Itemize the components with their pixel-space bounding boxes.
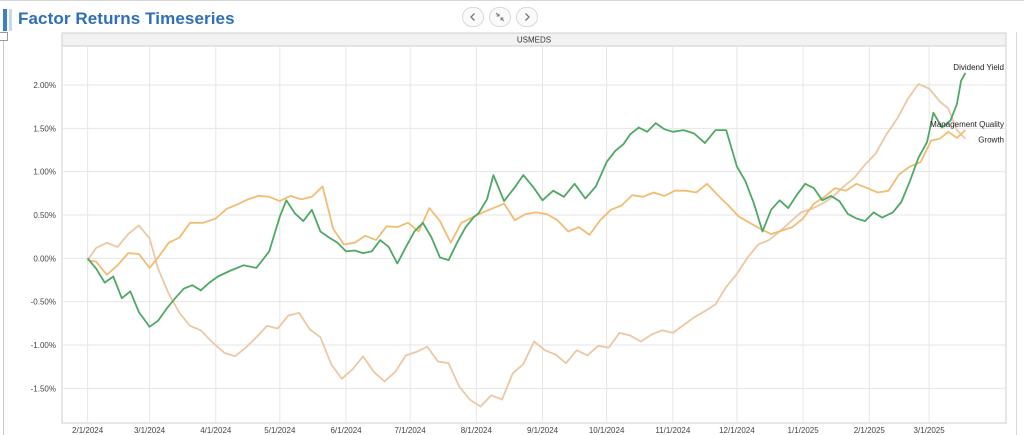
chevron-left-icon (470, 13, 475, 21)
chevron-right-icon (525, 13, 530, 21)
title-accent-bar-light (9, 9, 12, 31)
next-button[interactable] (516, 7, 538, 27)
page-title: Factor Returns Timeseries (18, 9, 235, 28)
plot-area (61, 32, 1007, 424)
x-tick-label: 5/1/2024 (264, 426, 296, 435)
prev-button[interactable] (462, 7, 484, 27)
series-line-management-quality (87, 129, 967, 276)
y-tick-label: -1.50% (31, 384, 56, 393)
right-divider (1016, 32, 1017, 435)
x-tick-label: 2/1/2024 (72, 426, 104, 435)
chart-title: USMEDS (517, 36, 551, 45)
y-tick-label: -0.50% (31, 298, 56, 307)
series-label-dividend-yield: Dividend Yield (953, 63, 1004, 72)
x-tick-label: 11/1/2024 (655, 426, 691, 435)
x-tick-label: 3/1/2024 (134, 426, 166, 435)
x-tick-label: 3/1/2025 (914, 426, 946, 435)
series-line-dividend-yield (86, 72, 967, 328)
x-tick-label: 4/1/2024 (200, 426, 232, 435)
y-tick-label: 1.50% (33, 124, 56, 133)
x-tick-label: 12/1/2024 (719, 426, 755, 435)
x-tick-label: 6/1/2024 (330, 426, 362, 435)
panel-resize-handle[interactable] (0, 32, 8, 41)
y-tick-label: 2.00% (33, 81, 56, 90)
panel-header (61, 32, 1007, 47)
x-tick-label: 8/1/2024 (461, 426, 493, 435)
x-tick-label: 1/1/2025 (788, 426, 820, 435)
x-tick-label: 7/1/2024 (395, 426, 427, 435)
title-accent-bar (3, 9, 7, 31)
collapse-arrows-icon (495, 12, 505, 22)
left-divider (3, 41, 4, 435)
series-label-growth: Growth (978, 136, 1004, 145)
x-tick-label: 10/1/2024 (589, 426, 625, 435)
y-tick-label: 0.00% (33, 254, 56, 263)
x-tick-label: 2/1/2025 (854, 426, 886, 435)
collapse-button[interactable] (489, 7, 511, 27)
y-tick-label: 0.50% (33, 211, 56, 220)
y-tick-label: -1.00% (31, 341, 56, 350)
series-line-growth (86, 83, 967, 408)
series-label-management-quality: Management Quality (930, 120, 1004, 129)
y-tick-label: 1.00% (33, 168, 56, 177)
x-tick-label: 9/1/2024 (527, 426, 559, 435)
